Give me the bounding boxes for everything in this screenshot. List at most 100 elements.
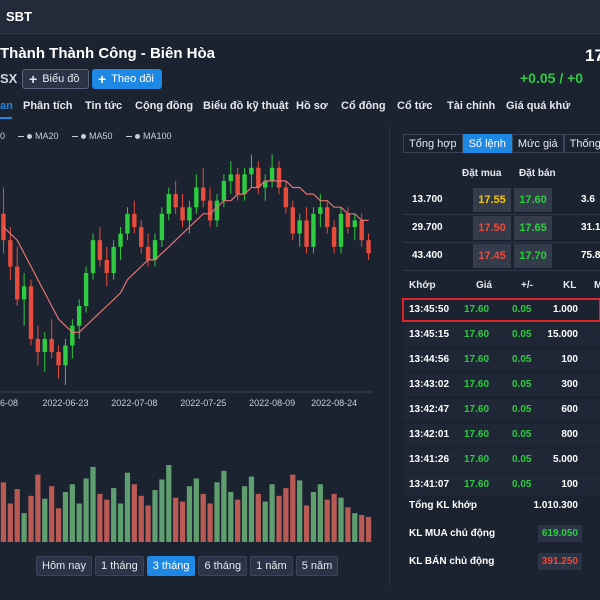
- candle: [90, 233, 96, 280]
- match-row[interactable]: 13:41:07 17.60 0.05 100: [403, 474, 600, 496]
- candle-body: [194, 187, 199, 208]
- match-time: 13:41:26: [409, 454, 450, 465]
- ticker-symbol: SBT: [6, 9, 32, 24]
- company-name: Thành Thành Công - Biên Hòa: [0, 45, 215, 62]
- x-tick-label: 2022-07-25: [180, 398, 226, 408]
- match-row[interactable]: 13:45:15 17.60 0.05 15.000: [403, 324, 600, 346]
- match-price: 17.60: [464, 379, 490, 390]
- match-price: 17.60: [464, 329, 490, 340]
- candle: [56, 345, 61, 379]
- volume-bar: [276, 495, 282, 542]
- tab-price-history[interactable]: Giá quá khứ: [506, 100, 571, 112]
- candle: [145, 233, 151, 267]
- orderbook-row: 29.700 17.50 17.65 31.1: [403, 216, 600, 240]
- range-1-month[interactable]: 1 tháng: [95, 556, 144, 576]
- volume-bar: [255, 493, 261, 542]
- candle-body: [159, 213, 165, 241]
- candle-body: [166, 194, 171, 214]
- match-row-highlighted[interactable]: 13:45:50 17.60 0.05 1.000: [402, 298, 600, 322]
- tab-profile[interactable]: Hồ sơ: [296, 100, 328, 112]
- chart-button[interactable]: + Biểu đồ: [22, 69, 89, 89]
- candle: [366, 233, 371, 260]
- plus-icon: +: [29, 71, 38, 87]
- candle: [249, 154, 254, 188]
- volume-bar: [207, 503, 213, 542]
- legend-item-ma10[interactable]: 0: [0, 131, 5, 141]
- match-row[interactable]: 13:42:01 17.60 0.05 800: [403, 424, 600, 446]
- candle-body: [331, 227, 337, 247]
- candle: [1, 187, 6, 254]
- volume-bar: [124, 472, 131, 542]
- x-tick-label: 2022-08-24: [311, 398, 357, 408]
- candle-body: [173, 194, 178, 208]
- legend-label-ma20: MA20: [35, 131, 59, 141]
- rtab-summary[interactable]: Tổng hợp: [403, 134, 463, 153]
- follow-button[interactable]: + Theo dõi: [92, 69, 162, 89]
- candle-body: [283, 187, 289, 208]
- match-row[interactable]: 13:41:26 17.60 0.05 5.000: [403, 449, 600, 471]
- match-change: 0.05: [512, 329, 532, 340]
- range-5-years[interactable]: 5 năm: [295, 556, 339, 576]
- tab-financials[interactable]: Tài chính: [447, 100, 496, 112]
- bid-price[interactable]: 17.50: [473, 216, 511, 240]
- rtab-statistics[interactable]: Thống: [563, 134, 600, 153]
- candle: [152, 233, 158, 267]
- match-change: 0.05: [512, 479, 532, 490]
- tab-dividends[interactable]: Cổ tức: [397, 100, 433, 112]
- match-volume: 600: [561, 404, 578, 415]
- bid-price[interactable]: 17.55: [473, 188, 511, 212]
- ask-price[interactable]: 17.65: [514, 216, 552, 240]
- candle: [318, 194, 323, 227]
- match-row[interactable]: 13:42:47 17.60 0.05 600: [403, 399, 600, 421]
- ask-price[interactable]: 17.70: [514, 244, 552, 268]
- legend-item-ma100[interactable]: MA100: [126, 131, 172, 141]
- orderbook-separator: [403, 214, 600, 215]
- volume-bar: [138, 495, 144, 542]
- volume-bar: [310, 491, 317, 542]
- range-today[interactable]: Hôm nay: [36, 556, 93, 576]
- volume-bar: [221, 470, 227, 542]
- candle: [187, 200, 192, 234]
- bid-price[interactable]: 17.45: [473, 244, 511, 268]
- candle: [228, 161, 233, 195]
- ask-price[interactable]: 17.60: [514, 188, 552, 212]
- legend-item-ma50[interactable]: MA50: [72, 131, 113, 141]
- right-panel-tabs: Tổng hợp Sổ lệnh Mức giá Thống: [403, 134, 600, 153]
- volume-bar: [303, 505, 310, 542]
- candle-body: [145, 246, 151, 260]
- ask-volume: 75.8: [581, 250, 600, 261]
- legend-dot-icon: [135, 133, 140, 139]
- match-volume: 300: [561, 379, 578, 390]
- match-row[interactable]: 13:44:56 17.60 0.05 100: [403, 349, 600, 371]
- candle-body: [249, 167, 254, 175]
- candle: [331, 220, 337, 254]
- candle-body: [304, 220, 309, 247]
- tab-technical-chart[interactable]: Biểu đồ kỹ thuật: [203, 100, 289, 112]
- match-row[interactable]: 13:43:02 17.60 0.05 300: [403, 374, 600, 396]
- tab-community[interactable]: Cộng đồng: [135, 100, 194, 112]
- candle: [359, 213, 364, 247]
- tab-overview[interactable]: an: [0, 100, 13, 112]
- tab-news[interactable]: Tin tức: [85, 100, 123, 112]
- candle: [269, 154, 275, 188]
- candle: [338, 207, 344, 254]
- tab-shareholders[interactable]: Cổ đông: [341, 100, 386, 112]
- candle: [8, 227, 13, 280]
- legend-item-ma20[interactable]: MA20: [18, 131, 59, 141]
- rtab-price-levels[interactable]: Mức giá: [511, 134, 564, 153]
- x-tick-label: 6-08: [0, 398, 18, 408]
- volume-bar: [193, 478, 199, 542]
- chart-button-label: Biểu đồ: [42, 73, 80, 85]
- range-6-months[interactable]: 6 tháng: [198, 556, 248, 576]
- candle: [63, 338, 68, 385]
- range-1-year[interactable]: 1 năm: [250, 556, 293, 576]
- candle-body: [345, 213, 351, 227]
- range-3-months[interactable]: 3 tháng: [146, 556, 196, 576]
- tab-analysis[interactable]: Phân tích: [23, 100, 73, 112]
- price-chart[interactable]: 6-08 2022-06-23 2022-07-08 2022-07-25 2022-0…: [0, 140, 390, 560]
- candle: [28, 279, 34, 346]
- match-price: 17.60: [464, 304, 490, 315]
- rtab-orderbook[interactable]: Sổ lệnh: [462, 134, 512, 153]
- match-time: 13:43:02: [409, 379, 450, 390]
- exchange-label: SX: [0, 71, 18, 86]
